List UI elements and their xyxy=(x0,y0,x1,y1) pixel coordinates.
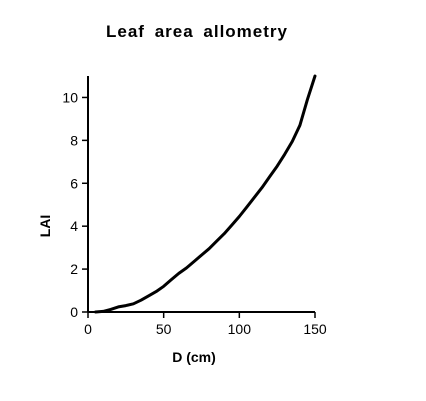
x-tick-label: 0 xyxy=(84,321,92,337)
y-axis-label: LAI xyxy=(37,215,53,238)
y-axis-ticks: 0 2 4 6 8 10 xyxy=(62,89,88,320)
y-tick-label: 10 xyxy=(62,89,78,105)
chart-title: Leaf area allometry xyxy=(106,22,288,41)
y-tick-label: 6 xyxy=(70,175,78,191)
x-tick-label: 50 xyxy=(156,321,172,337)
x-axis-ticks: 0 50 100 150 xyxy=(84,312,327,337)
y-tick-label: 0 xyxy=(70,304,78,320)
y-tick-label: 2 xyxy=(70,261,78,277)
series-line-lai xyxy=(94,74,317,314)
y-tick-label: 4 xyxy=(70,218,78,234)
x-axis-label: D (cm) xyxy=(172,349,216,365)
y-tick-label: 8 xyxy=(70,132,78,148)
x-tick-label: 100 xyxy=(228,321,252,337)
x-tick-label: 150 xyxy=(303,321,327,337)
